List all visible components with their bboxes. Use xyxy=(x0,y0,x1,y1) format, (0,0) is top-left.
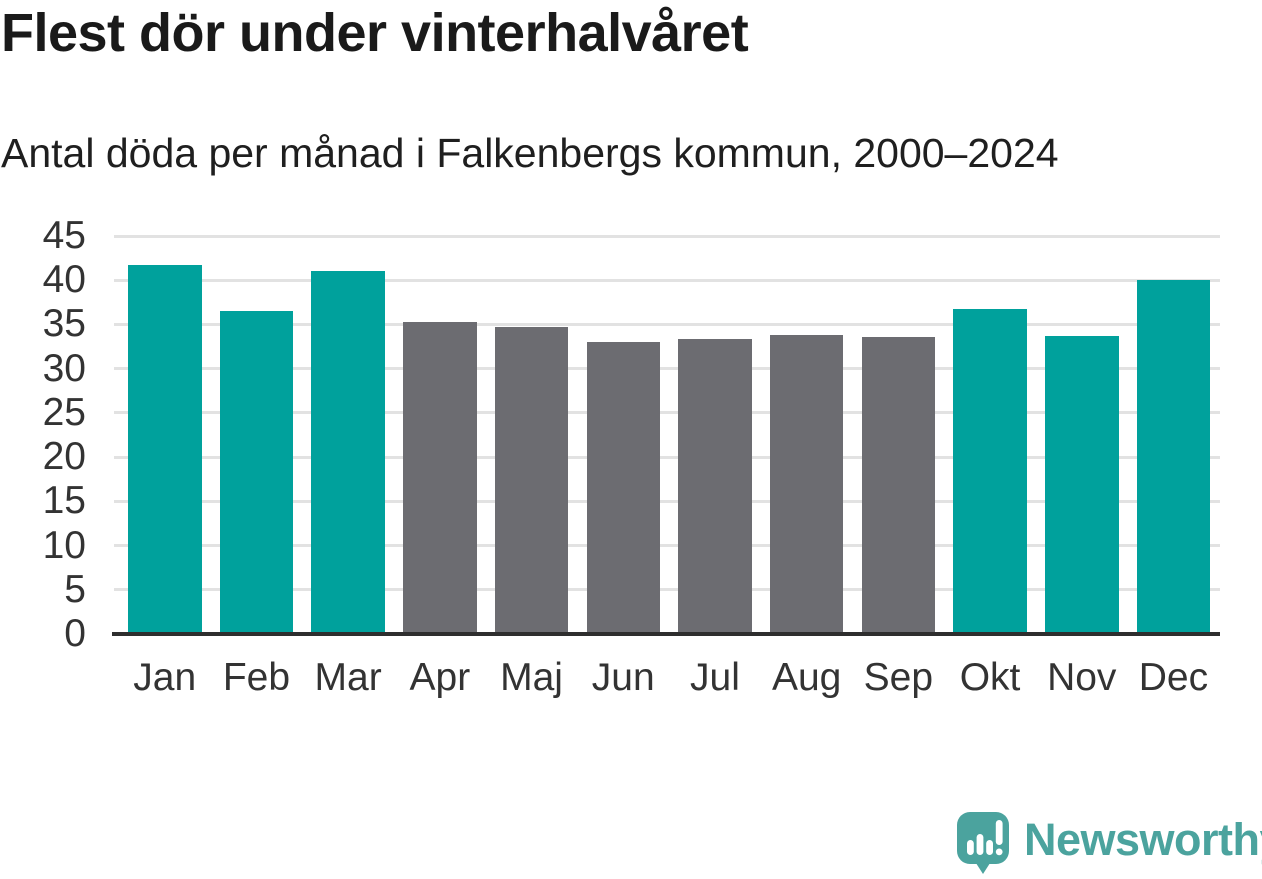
x-tick-label-mar: Mar xyxy=(314,656,382,699)
logo-bar-tall xyxy=(976,834,984,855)
newsworthy-logo: Newsworthy xyxy=(954,810,1262,876)
gridline-30 xyxy=(114,367,1220,371)
gridline-35 xyxy=(114,322,1220,326)
bar-jul xyxy=(678,339,752,634)
x-tick-label-jul: Jul xyxy=(690,656,740,699)
x-tick-label-apr: Apr xyxy=(409,656,471,699)
bar-okt xyxy=(953,308,1027,634)
y-tick-label-25: 25 xyxy=(42,390,86,434)
y-tick-label-5: 5 xyxy=(64,567,86,611)
gridline-10 xyxy=(114,544,1220,548)
logo-exclamation-bar xyxy=(995,820,1003,845)
x-tick-label-feb: Feb xyxy=(222,656,291,699)
x-tick-label-jun: Jun xyxy=(591,656,655,699)
gridline-15 xyxy=(114,499,1220,503)
gridline-45 xyxy=(114,234,1220,238)
bar-maj xyxy=(494,327,569,634)
x-tick-label-maj: Maj xyxy=(500,656,563,699)
y-tick-label-15: 15 xyxy=(42,479,86,523)
chart-subtitle: Antal döda per månad i Falkenbergs kommu… xyxy=(1,130,1059,176)
bar-nov xyxy=(1045,335,1119,634)
gridline-40 xyxy=(114,278,1220,282)
y-tick-label-45: 45 xyxy=(42,214,86,257)
y-tick-label-10: 10 xyxy=(42,523,86,567)
logo-bar-short-2 xyxy=(986,840,993,855)
gridline-20 xyxy=(114,455,1220,459)
gridline-25 xyxy=(114,411,1220,415)
x-tick-label-sep: Sep xyxy=(863,656,934,699)
newsworthy-speech-bubble-bar-chart-icon xyxy=(957,812,1009,874)
bar-apr xyxy=(403,321,477,634)
bar-sep xyxy=(861,336,936,634)
x-tick-label-jan: Jan xyxy=(133,656,197,699)
bar-jan xyxy=(128,265,202,634)
gridline-5 xyxy=(114,588,1220,592)
y-tick-label-35: 35 xyxy=(42,302,86,346)
newsworthy-wordmark: Newsworthy xyxy=(1024,814,1262,865)
x-tick-label-nov: Nov xyxy=(1047,656,1117,699)
bar-chart: 0 5 10 15 20 25 30 35 40 45 Jan Feb Mar Apr Maj Jun Jul… xyxy=(0,214,1262,706)
x-tick-label-dec: Dec xyxy=(1138,656,1209,699)
bar-jun xyxy=(586,342,660,634)
logo-exclamation-dot xyxy=(995,848,1003,856)
x-axis-line xyxy=(112,632,1220,636)
bar-dec xyxy=(1136,280,1211,634)
y-tick-label-0: 0 xyxy=(64,612,86,655)
y-tick-label-30: 30 xyxy=(42,346,86,390)
plot-area xyxy=(114,234,1220,634)
bar-mar xyxy=(311,270,385,634)
logo-bar-short-1 xyxy=(967,840,974,855)
y-tick-label-40: 40 xyxy=(42,258,86,302)
x-tick-label-aug: Aug xyxy=(771,656,842,699)
bar-aug xyxy=(769,335,844,634)
x-tick-label-okt: Okt xyxy=(959,656,1021,699)
y-tick-label-20: 20 xyxy=(42,435,86,479)
chart-title: Flest dör under vinterhalvåret xyxy=(1,3,749,63)
bar-feb xyxy=(219,311,294,634)
